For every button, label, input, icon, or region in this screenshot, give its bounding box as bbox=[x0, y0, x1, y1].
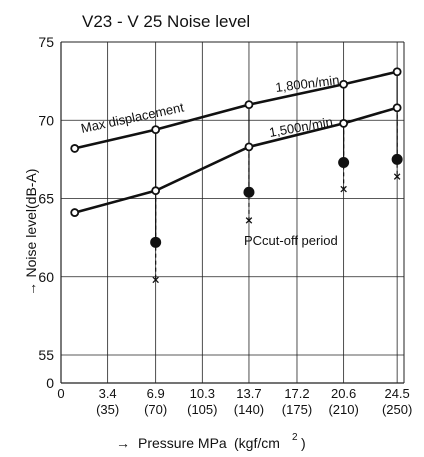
y-tick-70: 70 bbox=[38, 112, 54, 128]
series-lines bbox=[74, 70, 398, 214]
x-axis-arrow: → bbox=[116, 435, 130, 451]
series-0-point-4 bbox=[392, 67, 402, 77]
cutoff-drop-lines bbox=[155, 71, 398, 280]
x-tick-kgf-24.5: (250) bbox=[382, 402, 412, 417]
x-tick-labels: 0 3.4(35) 6.9(70) 10.3(105) 13.7(140) 17.2(17… bbox=[57, 386, 412, 417]
x-tick-kgf-6.9: (70) bbox=[144, 402, 167, 417]
series-label-1500: 1,500n/min bbox=[268, 114, 334, 140]
x-tick-kgf-13.7: (140) bbox=[234, 402, 264, 417]
series-1-point-4 bbox=[392, 103, 402, 113]
cutoff-dot-3 bbox=[391, 153, 403, 165]
x-mark-b-0 bbox=[152, 276, 159, 284]
series-0-point-2 bbox=[244, 100, 254, 109]
x-axis-label: Pressure MPa bbox=[138, 435, 227, 451]
x-mark-b-1 bbox=[245, 217, 253, 224]
series-1-point-0 bbox=[70, 208, 80, 217]
x-tick-mpa-6.9: 6.9 bbox=[147, 386, 165, 401]
series-1-point-3 bbox=[339, 118, 349, 128]
x-tick-mpa-20.6: 20.6 bbox=[331, 386, 356, 401]
y-tick-60: 60 bbox=[38, 269, 54, 285]
max-displacement-label: Max displacement bbox=[80, 99, 186, 136]
x-axis-unit: (kgf/cm bbox=[234, 435, 280, 451]
series-0-point-0 bbox=[70, 144, 80, 153]
y-tick-65: 65 bbox=[38, 191, 54, 207]
x-tick-mpa-17.2: 17.2 bbox=[284, 386, 309, 401]
y-tick-75: 75 bbox=[38, 34, 54, 50]
series-line-0 bbox=[74, 70, 398, 150]
y-tick-55: 55 bbox=[38, 347, 54, 363]
series-0-point-3 bbox=[339, 79, 349, 89]
cutoff-dot-2 bbox=[338, 157, 350, 169]
x-axis-title: → Pressure MPa (kgf/cm 2 ) bbox=[116, 432, 306, 451]
x-mark-b-2 bbox=[340, 185, 347, 193]
x-tick-0: 0 bbox=[57, 386, 64, 401]
y-axis-label: Noise level(dB-A) bbox=[23, 169, 39, 278]
x-tick-kgf-10.3: (105) bbox=[187, 402, 217, 417]
cutoff-dot-1 bbox=[243, 186, 255, 198]
x-axis-unit-close: ) bbox=[301, 435, 306, 451]
series-1-point-1 bbox=[151, 186, 161, 196]
series-1-point-2 bbox=[244, 142, 254, 152]
x-tick-kgf-17.2: (175) bbox=[282, 402, 312, 417]
y-tick-0: 0 bbox=[46, 375, 54, 391]
y-axis-arrow: → bbox=[23, 282, 39, 296]
x-axis-unit-exponent: 2 bbox=[292, 432, 298, 443]
x-tick-mpa-10.3: 10.3 bbox=[190, 386, 215, 401]
y-axis-title-group: → Noise level(dB-A) bbox=[23, 169, 39, 296]
pc-cutoff-label: PCcut-off period bbox=[244, 233, 338, 248]
x-tick-mpa-13.7: 13.7 bbox=[236, 386, 261, 401]
x-mark-b-3 bbox=[393, 173, 401, 180]
x-tick-mpa-24.5: 24.5 bbox=[384, 386, 409, 401]
series-0-point-1 bbox=[151, 125, 161, 135]
cutoff-dot-0 bbox=[150, 236, 162, 248]
x-tick-kgf-20.6: (210) bbox=[328, 402, 358, 417]
x-tick-kgf-3.4: (35) bbox=[96, 402, 119, 417]
markers bbox=[70, 67, 403, 284]
x-tick-mpa-3.4: 3.4 bbox=[99, 386, 117, 401]
chart-title: V23 - V 25 Noise level bbox=[82, 12, 250, 31]
grid bbox=[60, 41, 405, 384]
y-tick-labels: 0 55 60 65 70 75 bbox=[38, 34, 54, 391]
